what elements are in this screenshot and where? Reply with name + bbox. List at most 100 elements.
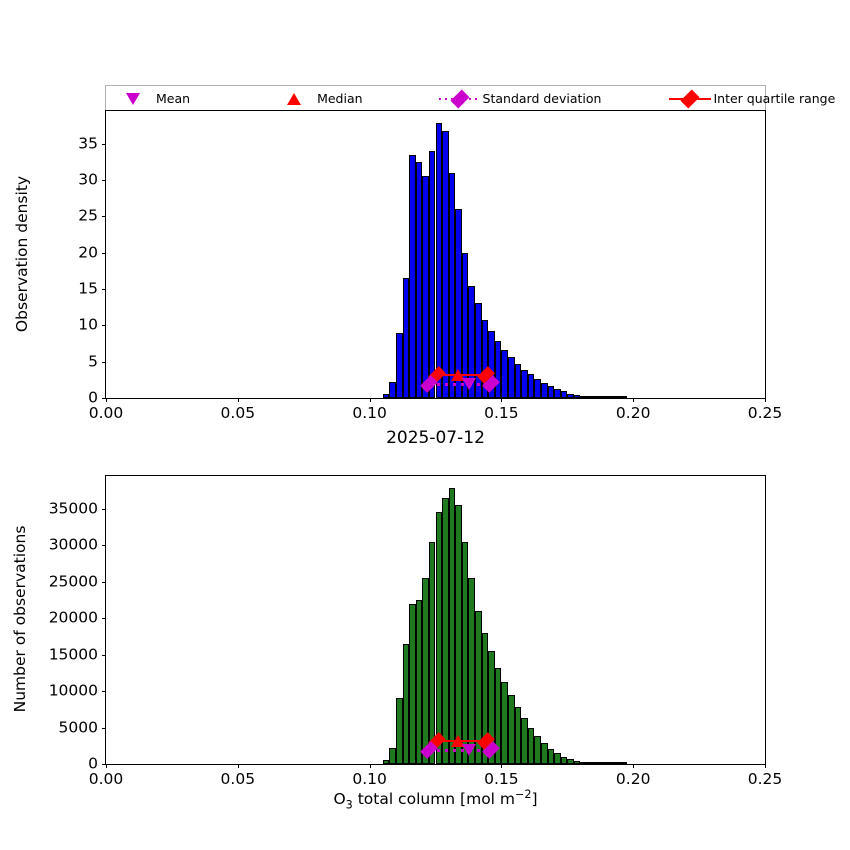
- y-tick-label: 15: [78, 279, 98, 298]
- histogram-bar: [461, 252, 469, 398]
- histogram-bar: [527, 374, 535, 398]
- histogram-bar: [540, 382, 548, 398]
- y-tick-mark: [102, 727, 106, 729]
- standard-deviation-line: [428, 749, 491, 752]
- histogram-bar: [606, 762, 614, 764]
- histogram-bar: [567, 759, 574, 764]
- y-tick-mark: [102, 289, 106, 291]
- y-tick-label: 20000: [48, 608, 98, 627]
- legend-label-standard-deviation: Standard deviation: [482, 91, 602, 106]
- histogram-bar: [402, 278, 410, 398]
- histogram-bars-counts: [106, 476, 765, 764]
- histogram-bar: [395, 332, 403, 398]
- x-tick-mark: [633, 398, 635, 402]
- y-tick-label: 10: [78, 315, 98, 334]
- legend-label-median: Median: [317, 91, 363, 106]
- y-tick-label: 30000: [48, 535, 98, 554]
- histogram-bar: [521, 718, 528, 764]
- histogram-bar: [547, 386, 555, 398]
- x-tick-mark: [369, 764, 371, 768]
- x-tick-mark: [765, 764, 767, 768]
- y-tick-mark: [102, 325, 106, 327]
- number-of-observations-plot: 0 5000 10000 15000 20000 25000 30000 35000 0.00…: [11, 475, 782, 787]
- y-tick-label: 0: [88, 388, 98, 407]
- histogram-bar: [534, 379, 541, 398]
- y-tick-mark: [102, 545, 106, 547]
- y-tick-mark: [102, 398, 106, 400]
- histogram-bar: [389, 747, 396, 764]
- histogram-bar: [514, 363, 522, 398]
- y-tick-label: 35000: [48, 499, 98, 518]
- histogram-bars-density: [106, 111, 765, 398]
- histogram-bar: [415, 599, 423, 764]
- y-tick-mark: [102, 180, 106, 182]
- histogram-bar: [534, 735, 541, 764]
- observation-density-plot: 0 5 10 15 20 25 30 35 0.00 0.05 0.10 0.15 0.20 0.25 …: [13, 110, 782, 421]
- legend-entry-inter-quartile-range: Inter quartile range: [667, 86, 835, 111]
- y-axis-label-counts: Number of observations: [11, 525, 29, 713]
- histogram-bar: [580, 396, 588, 398]
- x-tick-mark: [501, 398, 503, 402]
- histogram-bar: [527, 727, 535, 764]
- histogram-bar: [448, 172, 456, 398]
- x-tick-label: 0.00: [88, 770, 124, 788]
- y-tick-label: 5000: [58, 717, 98, 736]
- y-axis-label-density: Observation density: [13, 175, 31, 332]
- histogram-bar: [587, 396, 594, 398]
- histogram-bar: [395, 698, 403, 764]
- triangle-down-icon: [110, 89, 156, 109]
- histogram-bar: [488, 651, 495, 764]
- x-tick-label: 0.25: [747, 770, 783, 788]
- x-tick-mark: [237, 764, 239, 768]
- y-tick-mark: [102, 764, 106, 766]
- y-tick-label: 30: [78, 170, 98, 189]
- y-tick-label: 25: [78, 206, 98, 225]
- histogram-bar: [455, 505, 462, 764]
- plot-area-top: [106, 111, 765, 398]
- y-tick-mark: [102, 691, 106, 693]
- x-tick-label: 0.10: [352, 404, 387, 422]
- x-tick-mark: [765, 398, 767, 402]
- triangle-up-icon: [271, 89, 317, 109]
- plot-area-bottom: [106, 476, 765, 764]
- histogram-bar: [382, 394, 390, 398]
- histogram-bar: [580, 762, 588, 764]
- histogram-bar: [488, 331, 495, 398]
- statistics-markers-density: [106, 111, 765, 398]
- histogram-bar: [573, 395, 581, 398]
- histogram-bar: [461, 541, 469, 764]
- legend-label-mean: Mean: [156, 91, 191, 106]
- y-tick-label: 0: [88, 754, 98, 773]
- histogram-bar: [554, 389, 561, 398]
- histogram-bar: [620, 762, 627, 764]
- y-tick-label: 20: [78, 242, 98, 261]
- x-tick-label: 0.15: [484, 404, 519, 422]
- histogram-bar: [475, 610, 482, 764]
- histogram-bar: [600, 396, 607, 398]
- histogram-bar: [554, 753, 561, 764]
- histogram-bar: [501, 350, 508, 398]
- histogram-bar: [494, 667, 502, 764]
- legend: Mean Median Standard deviation Inter qua…: [105, 85, 835, 112]
- histogram-bar: [567, 393, 574, 398]
- y-tick-label: 35: [78, 133, 98, 152]
- histogram-bar: [481, 632, 489, 764]
- histogram-bar: [507, 694, 515, 764]
- histogram-bar: [442, 131, 449, 398]
- histogram-bar: [560, 391, 568, 398]
- x-tick-label: 0.20: [615, 770, 651, 788]
- histogram-bar: [587, 762, 594, 764]
- histogram-bar: [475, 302, 482, 398]
- x-tick-mark: [369, 398, 371, 402]
- x-tick-label: 0.05: [220, 404, 256, 422]
- y-tick-label: 15000: [48, 644, 98, 663]
- y-tick-mark: [102, 618, 106, 620]
- y-tick-mark: [102, 581, 106, 583]
- histogram-bar: [422, 578, 429, 764]
- histogram-bar: [409, 603, 416, 764]
- x-tick-label: 0.25: [747, 404, 783, 422]
- histogram-bar: [382, 760, 390, 764]
- x-tick-label: 0.00: [88, 404, 124, 422]
- x-tick-label: 0.20: [615, 404, 651, 422]
